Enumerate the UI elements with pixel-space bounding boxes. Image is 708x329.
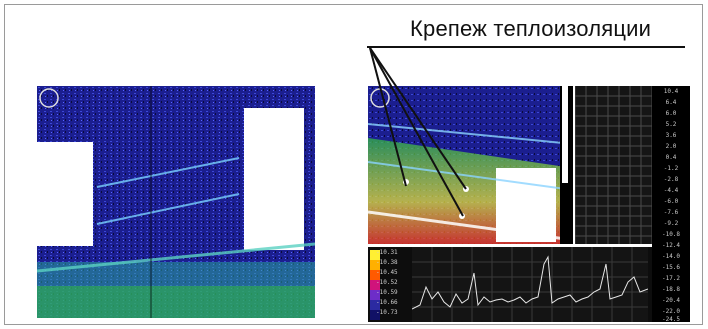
scale-tick: -14.0 [661, 253, 681, 260]
profile-panel: -10.31 -10.38 -10.45 -10.52 -10.59 -10.6… [368, 247, 652, 322]
profile-tick: -10.45 [376, 269, 398, 276]
profile-graph [412, 247, 648, 322]
scale-tick: 5.2 [665, 121, 677, 128]
scale-tick: -10.8 [661, 231, 681, 238]
profile-tick: -10.31 [376, 249, 398, 256]
scale-tick: -6.0 [663, 198, 679, 205]
grid-panel [575, 86, 652, 244]
scale-tick: 0.4 [665, 154, 677, 161]
scale-tick: -22.0 [661, 308, 681, 315]
profile-tick: -10.38 [376, 259, 398, 266]
scale-tick: 3.6 [665, 132, 677, 139]
left-thermogram [37, 86, 315, 318]
scale-tick: -1.2 [663, 165, 679, 172]
right-thermogram [368, 86, 573, 244]
scale-tick: 10.4 [663, 88, 679, 95]
scale-tick: -15.6 [661, 264, 681, 271]
scale-tick: -20.4 [661, 297, 681, 304]
profile-tick: -10.73 [376, 309, 398, 316]
profile-tick: -10.59 [376, 289, 398, 296]
scale-tick: -9.2 [663, 220, 679, 227]
scale-tick: -18.8 [661, 286, 681, 293]
profile-tick: -10.66 [376, 299, 398, 306]
right-temperature-scale: 10.4 6.4 6.0 5.2 3.6 2.0 0.4 -1.2 -2.8 -… [652, 86, 690, 323]
scale-tick: 6.4 [665, 99, 677, 106]
scale-tick: -12.4 [661, 242, 681, 249]
scale-tick: -7.6 [663, 209, 679, 216]
scale-tick: -17.2 [661, 275, 681, 282]
scale-tick: -24.5 [661, 316, 681, 323]
scale-tick: -4.4 [663, 187, 679, 194]
profile-color-bar [370, 250, 380, 320]
profile-tick: -10.52 [376, 279, 398, 286]
caption-label: Крепеж теплоизоляции [410, 16, 652, 41]
scale-tick: 2.0 [665, 143, 677, 150]
caption-underline [367, 46, 685, 48]
scale-tick: 6.0 [665, 110, 677, 117]
scale-tick: -2.8 [663, 176, 679, 183]
